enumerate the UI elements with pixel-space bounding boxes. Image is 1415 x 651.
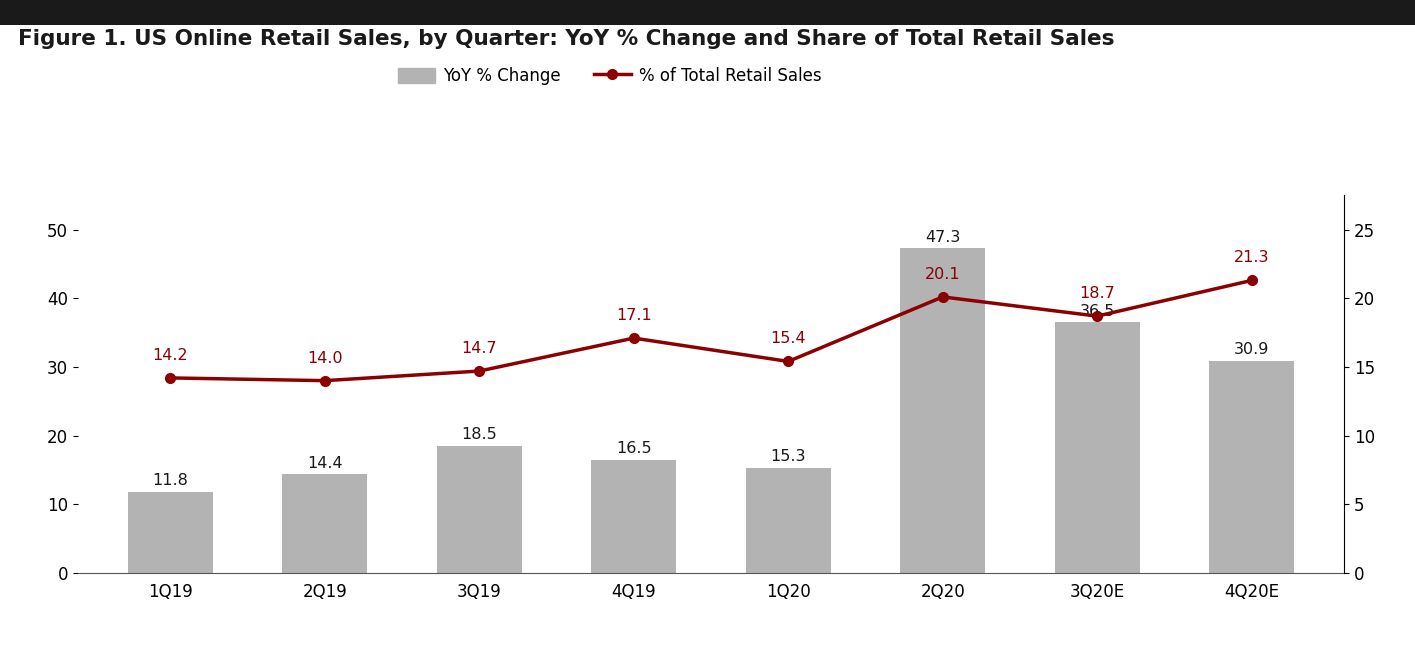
Text: 11.8: 11.8 xyxy=(153,473,188,488)
Bar xyxy=(1054,322,1139,573)
Text: 14.7: 14.7 xyxy=(461,341,497,356)
Bar xyxy=(127,492,214,573)
Text: 17.1: 17.1 xyxy=(616,308,652,323)
Text: 15.3: 15.3 xyxy=(771,449,807,464)
Text: 18.5: 18.5 xyxy=(461,428,497,443)
Bar xyxy=(591,460,676,573)
Text: 16.5: 16.5 xyxy=(616,441,652,456)
Bar xyxy=(437,446,522,573)
Text: 14.0: 14.0 xyxy=(307,350,342,366)
Text: 15.4: 15.4 xyxy=(770,331,807,346)
Bar xyxy=(283,474,368,573)
Text: 20.1: 20.1 xyxy=(925,267,961,282)
Bar xyxy=(746,468,831,573)
Text: 14.4: 14.4 xyxy=(307,456,342,471)
Text: 21.3: 21.3 xyxy=(1234,251,1269,266)
Text: 36.5: 36.5 xyxy=(1080,304,1115,319)
Text: 47.3: 47.3 xyxy=(925,230,961,245)
Text: Figure 1. US Online Retail Sales, by Quarter: YoY % Change and Share of Total Re: Figure 1. US Online Retail Sales, by Qua… xyxy=(18,29,1115,49)
Bar xyxy=(1208,361,1295,573)
Text: 14.2: 14.2 xyxy=(153,348,188,363)
Legend: YoY % Change, % of Total Retail Sales: YoY % Change, % of Total Retail Sales xyxy=(392,60,828,92)
Bar xyxy=(900,248,985,573)
Text: 18.7: 18.7 xyxy=(1080,286,1115,301)
Text: 30.9: 30.9 xyxy=(1234,342,1269,357)
